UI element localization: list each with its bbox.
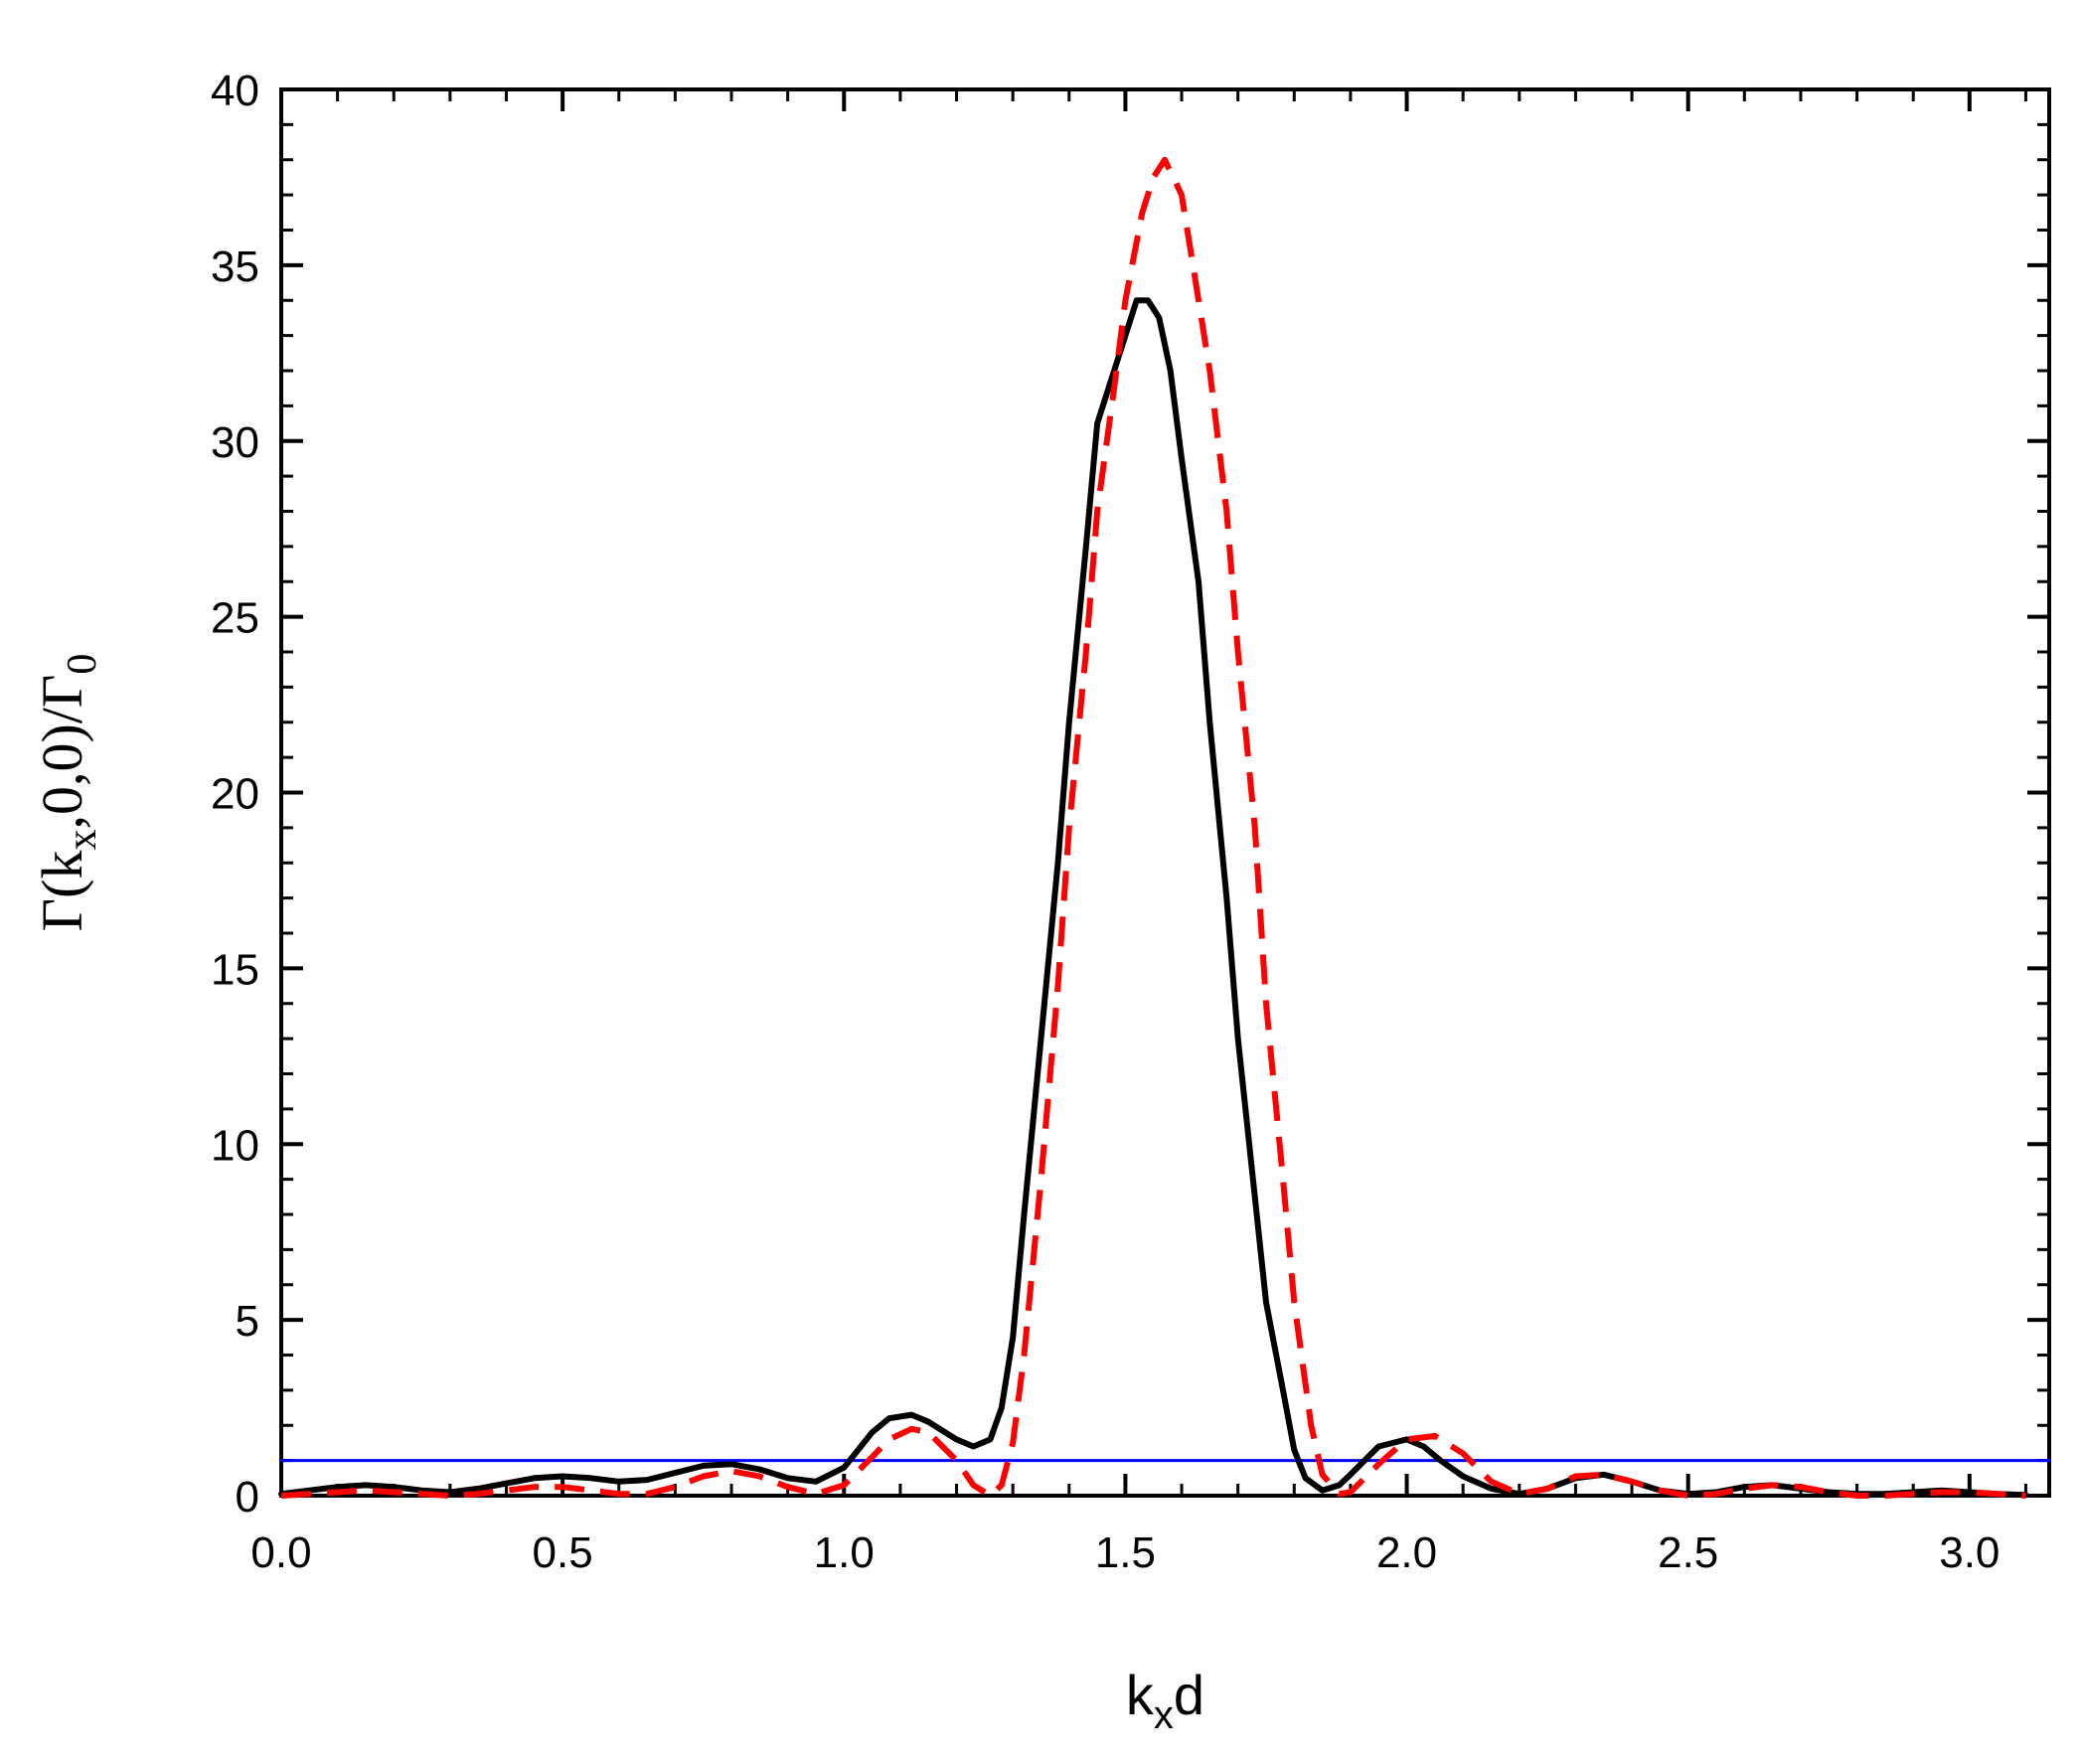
x-tick-label: 1.0 <box>814 1528 875 1577</box>
y-tick-label: 30 <box>211 418 259 467</box>
y-axis-title-prefix: Γ(k <box>30 851 94 932</box>
plot-frame <box>279 87 2051 1498</box>
x-axis-title-sub: x <box>1154 1693 1174 1737</box>
y-tick-label: 40 <box>211 67 259 115</box>
x-tick-label: 2.0 <box>1376 1528 1437 1577</box>
y-axis-title: Γ(kx,0,0)/Γ0 <box>30 654 105 932</box>
x-axis-title-tail: d <box>1174 1664 1204 1726</box>
x-tick-label: 0.5 <box>533 1528 593 1577</box>
y-tick-label: 15 <box>211 945 259 994</box>
y-tick-label: 10 <box>211 1121 259 1170</box>
y-axis-title-sub1: x <box>60 830 105 851</box>
x-tick-label: 2.5 <box>1658 1528 1718 1577</box>
series-line-solid <box>278 297 2029 1499</box>
x-axis-title: kxd <box>1126 1664 1204 1737</box>
y-tick-label: 5 <box>236 1297 259 1346</box>
axis-ticks <box>279 87 2049 1498</box>
x-axis-title-base: k <box>1126 1664 1155 1726</box>
x-tick-label: 3.0 <box>1939 1528 2000 1577</box>
y-tick-label: 0 <box>236 1473 259 1522</box>
y-axis-title-sub2: 0 <box>60 654 105 675</box>
y-tick-labels: 0 5 10 15 20 25 30 35 40 <box>211 67 259 1522</box>
y-tick-label: 35 <box>211 242 259 291</box>
series-line-dashed <box>280 156 2026 1499</box>
y-axis-title-middle: ,0,0)/Γ <box>30 675 94 830</box>
plot-area <box>279 87 2051 1498</box>
x-tick-label: 1.5 <box>1095 1528 1156 1577</box>
y-tick-label: 20 <box>211 770 259 819</box>
y-tick-label: 25 <box>211 594 259 643</box>
series-layer <box>278 156 2051 1499</box>
x-tick-labels: 0.0 0.5 1.0 1.5 2.0 2.5 3.0 <box>250 1528 2000 1577</box>
x-tick-label: 0.0 <box>250 1528 311 1577</box>
